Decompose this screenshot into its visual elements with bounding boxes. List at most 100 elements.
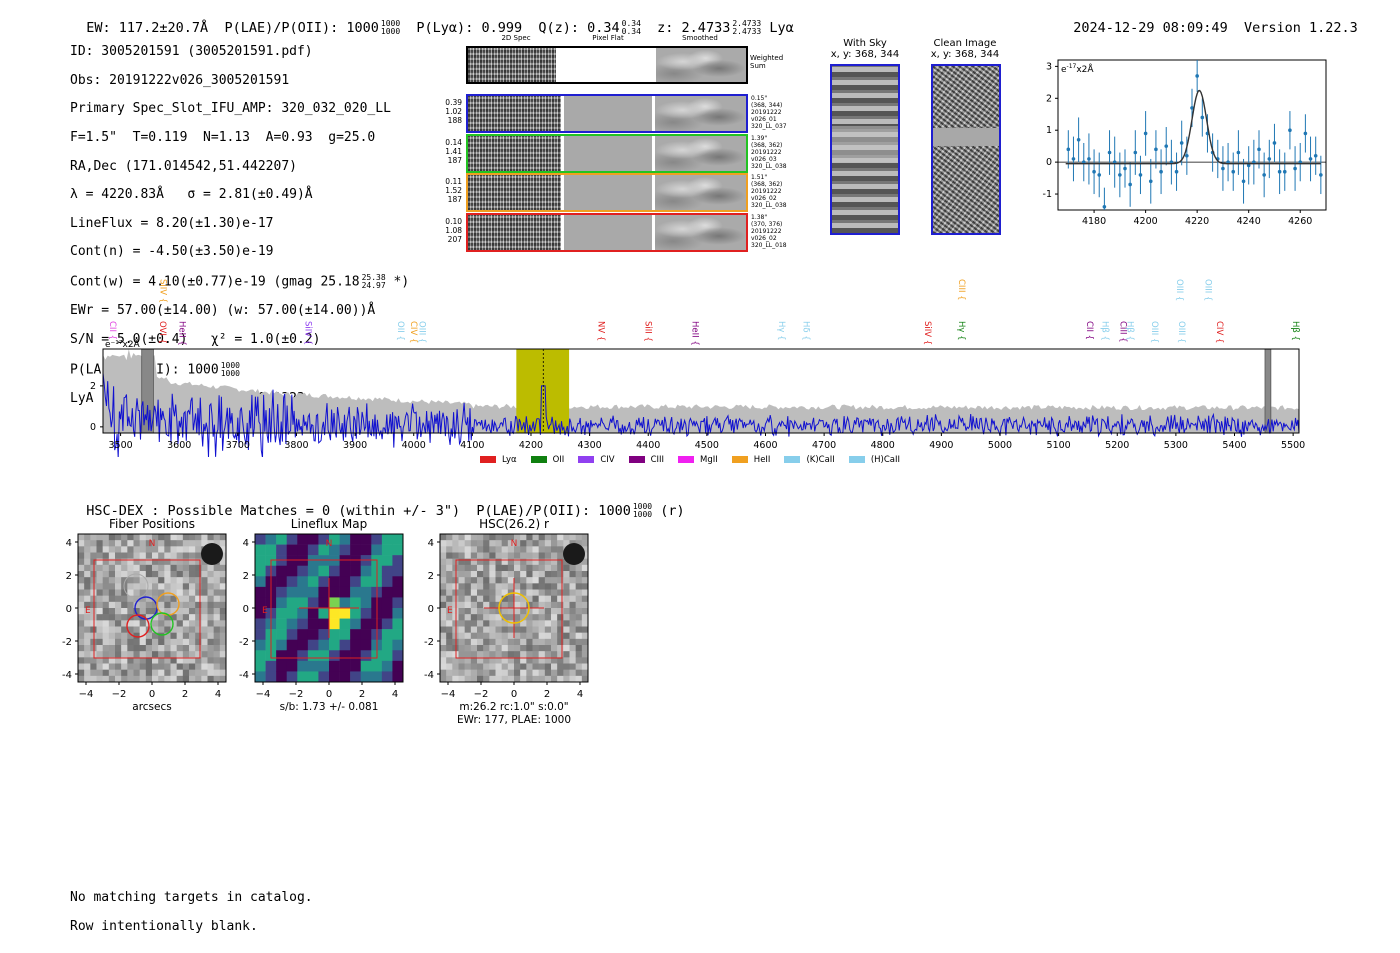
image-pixel [538, 589, 546, 596]
image-pixel [483, 534, 490, 541]
lineflux-pixel [276, 576, 288, 588]
image-pixel [108, 558, 116, 566]
image-pixel [569, 645, 576, 652]
image-pixel [489, 534, 496, 541]
col-title-pixelflat: Pixel Flat [592, 34, 624, 42]
image-pixel [569, 534, 576, 541]
image-pixel [495, 645, 502, 652]
image-pixel [526, 620, 533, 627]
image-pixel [139, 564, 147, 572]
image-pixel [170, 540, 177, 547]
zoom-xtick-label: 4220 [1185, 216, 1209, 227]
image-pixel [139, 614, 147, 621]
image-pixel [108, 552, 116, 559]
lineflux-pixel [297, 660, 309, 672]
image-pixel [189, 614, 196, 621]
cutout-row [466, 134, 748, 173]
zoom-data-point [1282, 169, 1287, 174]
image-pixel [133, 675, 140, 683]
image-pixel [84, 614, 91, 621]
zoom-ytick-label: 1 [1046, 125, 1052, 136]
cutout-row-meta: 0.15" (368, 344) 20191222 v026_01 320_LL_037 [751, 95, 787, 130]
image-pixel [78, 608, 85, 615]
image-pixel [176, 657, 184, 664]
image-pixel [108, 589, 116, 596]
legend-swatch [530, 456, 547, 463]
image-pixel [470, 589, 478, 596]
panel-xtick-label: 0 [511, 689, 517, 700]
image-pixel [495, 589, 502, 596]
lineflux-pixel [329, 629, 340, 641]
image-pixel [195, 608, 202, 615]
lineflux-pixel [297, 608, 309, 619]
image-pixel [189, 601, 196, 609]
image-pixel [133, 645, 140, 652]
lineflux-pixel [286, 671, 298, 683]
zoom-data-point [1200, 115, 1205, 120]
image-pixel [483, 614, 490, 621]
image-pixel [507, 614, 515, 621]
image-pixel [189, 620, 196, 627]
image-pixel [532, 626, 539, 633]
image-pixel [569, 626, 576, 633]
image-pixel [189, 608, 196, 615]
image-pixel [189, 540, 196, 547]
image-pixel [557, 552, 564, 559]
cutout-meta-line: (368, 362) [751, 142, 783, 149]
image-pixel [557, 669, 564, 677]
cutout-meta-line: v026_01 [751, 116, 777, 123]
image-pixel [507, 632, 515, 640]
cutout-2dspec [468, 175, 561, 210]
zoom-data-point [1272, 141, 1277, 145]
image-pixel [219, 663, 227, 670]
image-pixel [84, 577, 91, 584]
emission-line-label-upper: OIII { [1174, 279, 1184, 301]
image-pixel [121, 651, 128, 658]
image-pixel [127, 657, 134, 664]
spectrum-ytick-label: 2 [90, 381, 96, 392]
image-pixel [581, 638, 589, 646]
image-pixel [501, 564, 509, 572]
image-pixel [581, 632, 589, 640]
image-pixel [158, 663, 165, 670]
image-pixel [133, 620, 140, 627]
image-pixel [563, 669, 570, 677]
image-pixel [581, 552, 589, 559]
image-pixel [78, 638, 85, 646]
image-pixel [569, 571, 576, 578]
image-pixel [501, 638, 509, 646]
image-pixel [158, 564, 165, 572]
image-pixel [440, 657, 447, 664]
image-pixel [563, 638, 570, 646]
zoom-data-point [1267, 157, 1272, 161]
image-pixel [544, 564, 552, 572]
image-pixel [84, 589, 91, 596]
image-pixel [563, 675, 570, 683]
image-pixel [213, 589, 221, 596]
image-pixel [464, 614, 472, 621]
legend-label: MgII [700, 454, 718, 465]
image-pixel [477, 552, 484, 559]
lineflux-pixel [286, 534, 298, 545]
cutout-row [466, 213, 748, 252]
image-pixel [102, 601, 110, 609]
image-pixel [446, 540, 453, 547]
lineflux-pixel [307, 555, 319, 567]
lineflux-pixel [339, 660, 351, 672]
image-pixel [219, 558, 227, 566]
cutout-2dspec [468, 215, 561, 250]
image-pixel [84, 608, 91, 615]
emission-line-label: OIII { [1176, 321, 1186, 343]
image-pixel [139, 651, 147, 658]
image-pixel [152, 534, 159, 541]
image-pixel [575, 626, 583, 633]
bright-source [201, 543, 223, 565]
spectrum-xtick-label: 4700 [812, 440, 836, 451]
lineflux-pixel [318, 671, 330, 683]
zoom-ytick-label: -1 [1043, 189, 1052, 200]
image-pixel [189, 638, 196, 646]
image-pixel [127, 675, 134, 683]
lineflux-pixel [339, 597, 351, 609]
emission-line-label-upper: OIII { [1202, 279, 1212, 301]
